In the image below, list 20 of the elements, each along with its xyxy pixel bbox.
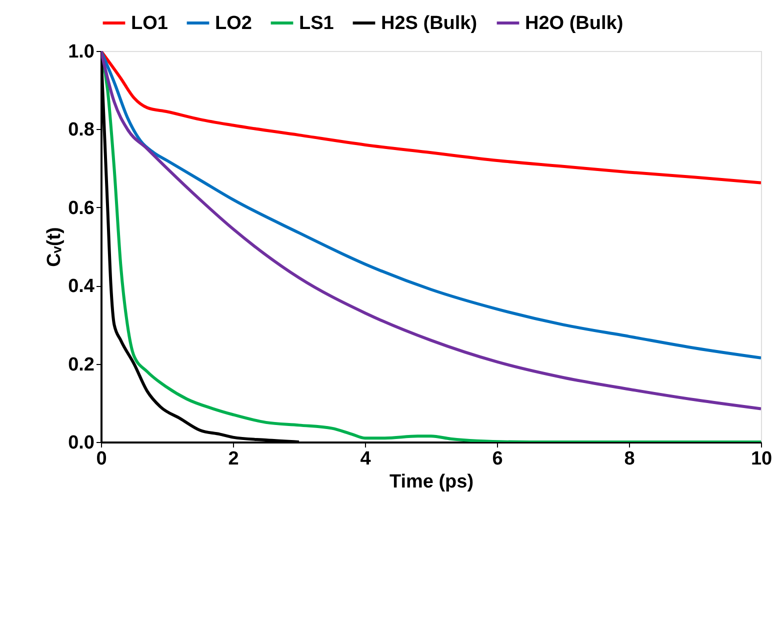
x-tick-label: 0 bbox=[96, 448, 107, 470]
x-tick-label: 8 bbox=[624, 448, 635, 470]
y-tick-label: 0.0 bbox=[68, 432, 94, 454]
x-tick-label: 6 bbox=[492, 448, 503, 470]
x-tick-label: 2 bbox=[228, 448, 239, 470]
x-tick-label: 10 bbox=[750, 448, 772, 470]
y-tick-label: 0.6 bbox=[68, 198, 94, 219]
legend-label: H2O (Bulk) bbox=[525, 13, 624, 34]
legend-label: LS1 bbox=[299, 13, 334, 34]
legend-label: H2S (Bulk) bbox=[381, 13, 478, 34]
y-tick-label: 1.0 bbox=[68, 42, 94, 62]
line-series bbox=[101, 51, 761, 184]
y-axis-title: Cᵥ(t) bbox=[44, 227, 66, 267]
x-axis-title: Time (ps) bbox=[389, 472, 474, 492]
legend-label: LO1 bbox=[131, 13, 168, 34]
y-tick-label: 0.2 bbox=[68, 354, 94, 376]
x-tick-label: 4 bbox=[360, 448, 372, 470]
legend-label: LO2 bbox=[215, 13, 252, 34]
y-tick-label: 0.4 bbox=[68, 276, 95, 298]
y-tick-label: 0.8 bbox=[68, 120, 94, 141]
